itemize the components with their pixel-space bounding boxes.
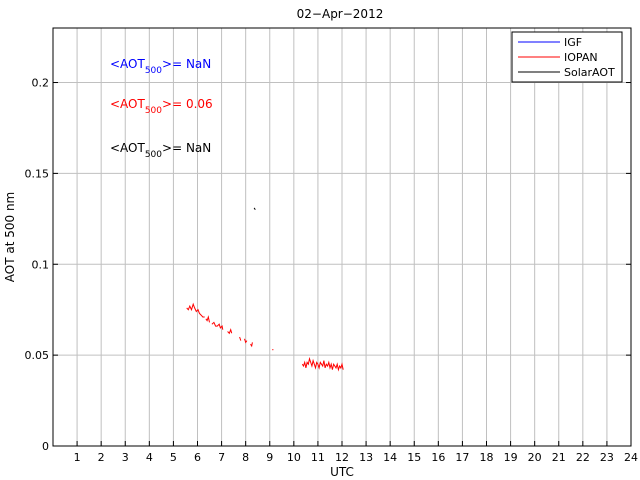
legend: IGF IOPAN SolarAOT [511, 31, 623, 83]
legend-entry-label: SolarAOT [564, 66, 615, 79]
x-tick-label: 7 [218, 451, 225, 464]
annotation-suffix: >= NaN [162, 57, 211, 71]
y-axis-label: AOT at 500 nm [3, 192, 17, 282]
series-group [186, 207, 344, 372]
grid [53, 28, 631, 446]
x-tick-label: 5 [170, 451, 177, 464]
x-tick-label: 2 [98, 451, 105, 464]
x-tick-label: 10 [287, 451, 301, 464]
legend-entry-label: IGF [564, 36, 582, 49]
x-tick-label: 19 [504, 451, 518, 464]
x-tick-label: 16 [431, 451, 445, 464]
x-tick-label: 14 [383, 451, 397, 464]
x-tick-label: 17 [455, 451, 469, 464]
x-tick-label: 11 [311, 451, 325, 464]
x-tick-label: 18 [480, 451, 494, 464]
x-tick-label: 23 [600, 451, 614, 464]
mean-aot-annotation: <AOT500>= NaN [110, 57, 211, 76]
series-iopan-line [205, 315, 210, 323]
x-tick-label: 8 [242, 451, 249, 464]
annotation-prefix: <AOT [110, 57, 145, 71]
annotation-subscript: 500 [145, 106, 162, 116]
x-tick-label: 9 [266, 451, 273, 464]
series-iopan-line [244, 338, 248, 344]
annotation-prefix: <AOT [110, 141, 145, 155]
x-tick-label: 22 [576, 451, 590, 464]
x-tick-label: 24 [624, 451, 638, 464]
x-tick-label: 20 [528, 451, 542, 464]
series-iopan-line [301, 356, 344, 372]
series-iopan-line [186, 302, 205, 318]
series-iopan-line [227, 328, 233, 335]
y-tick-label: 0.1 [32, 258, 50, 271]
series-iopan-line [211, 321, 224, 330]
x-tick-label: 15 [407, 451, 421, 464]
mean-aot-annotation: <AOT500>= NaN [110, 141, 211, 160]
y-axis-ticks: 0 0.05 0.1 0.15 0.2 [25, 77, 631, 453]
annotation-suffix: >= NaN [162, 141, 211, 155]
annotation-subscript: 500 [145, 66, 162, 76]
x-tick-label: 12 [335, 451, 349, 464]
series-solaraot-line [253, 207, 256, 210]
mean-aot-annotation: <AOT500>= 0.06 [110, 97, 213, 116]
y-tick-label: 0.2 [32, 77, 50, 90]
x-tick-label: 21 [552, 451, 566, 464]
x-axis-label: UTC [330, 465, 354, 479]
x-tick-label: 3 [122, 451, 129, 464]
x-tick-label: 4 [146, 451, 153, 464]
annotation-suffix: >= 0.06 [162, 97, 213, 111]
x-tick-label: 1 [74, 451, 81, 464]
legend-entry-label: IOPAN [564, 51, 598, 64]
y-tick-label: 0 [42, 440, 49, 453]
x-tick-label: 13 [359, 451, 373, 464]
x-axis-ticks: 1 2 3 4 5 6 7 8 9 10 11 12 13 14 15 16 17 18 19 20 21 22 23 24 [74, 441, 638, 464]
series-iopan-line [250, 342, 253, 348]
y-tick-label: 0.05 [25, 349, 50, 362]
series-iopan-line [239, 336, 242, 341]
annotation-prefix: <AOT [110, 97, 145, 111]
chart-title: 02−Apr−2012 [297, 7, 384, 21]
y-tick-label: 0.15 [25, 167, 50, 180]
annotation-subscript: 500 [145, 150, 162, 160]
annotations: <AOT500>= NaN<AOT500>= 0.06<AOT500>= NaN [110, 57, 213, 160]
x-tick-label: 6 [194, 451, 201, 464]
